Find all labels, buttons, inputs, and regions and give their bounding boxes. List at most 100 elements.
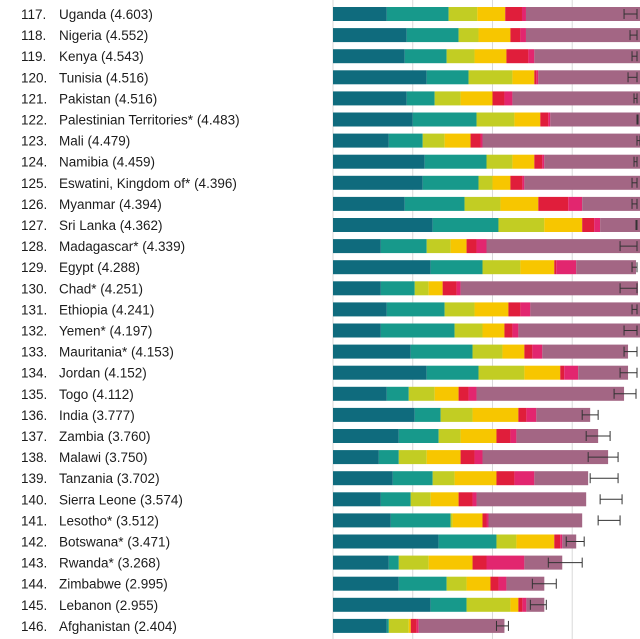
bar-segment-1 (380, 323, 455, 338)
bar-segment-3 (426, 450, 461, 465)
bar-segment-3 (434, 386, 459, 401)
bar-segment-5 (474, 450, 483, 465)
rank-label: 124. (21, 155, 47, 170)
error-bars (495, 9, 640, 631)
bar-segment-6 (482, 450, 609, 465)
bar-segment-1 (432, 218, 499, 232)
rank-label: 143. (21, 556, 47, 571)
country-label: Sri Lanka (4.362) (59, 218, 163, 233)
bar-segment-6 (544, 154, 640, 169)
country-label: Togo (4.112) (59, 387, 134, 402)
bar-segment-5 (520, 302, 531, 317)
bar-segment-4 (492, 91, 505, 106)
bar-segment-2 (426, 239, 451, 254)
country-label: Kenya (4.543) (59, 49, 144, 64)
bar-segment-4 (554, 260, 557, 275)
country-label: Mali (4.479) (59, 134, 130, 149)
rank-label: 123. (21, 134, 47, 149)
bar-segment-1 (426, 365, 479, 380)
bar-segment-5 (536, 70, 539, 85)
bar-segment-4 (410, 618, 417, 633)
bar-segment-4 (534, 70, 537, 85)
bar-segment-1 (386, 302, 445, 317)
bar-segment-2 (482, 260, 521, 275)
bar-segment-1 (438, 534, 497, 549)
bar-segment-6 (476, 386, 625, 401)
bar-segment-3 (482, 323, 505, 338)
bar-segment-2 (422, 133, 445, 148)
bar-segment-1 (412, 112, 477, 127)
rank-label: 136. (21, 408, 47, 423)
rank-label: 134. (21, 366, 47, 381)
bar-segment-0 (333, 513, 391, 528)
bar-segment-2 (450, 513, 453, 528)
bar-segment-5 (456, 281, 461, 296)
bar-segment-4 (490, 576, 499, 591)
country-label: Pakistan (4.516) (59, 91, 157, 106)
bar-segment-3 (477, 7, 506, 21)
bar-segment-4 (472, 555, 487, 570)
bar-segment-2 (398, 555, 429, 570)
country-label: Malawi (3.750) (59, 450, 148, 465)
bar-segment-5 (472, 492, 477, 507)
bar-segment-6 (476, 492, 587, 507)
bar-segment-3 (466, 576, 491, 591)
bar-segment-5 (486, 513, 489, 528)
bar-segment-2 (464, 196, 501, 211)
bar-segment-2 (446, 49, 475, 64)
country-label: Nigeria (4.552) (59, 28, 148, 43)
gridlines (332, 0, 573, 639)
bar-segment-4 (496, 471, 515, 486)
bar-segment-5 (520, 28, 526, 43)
bar-segment-2 (414, 281, 429, 296)
bar-segment-0 (333, 344, 411, 359)
country-label: Uganda (4.603) (59, 7, 153, 22)
bar-segment-6 (600, 218, 640, 232)
bar-segment-6 (538, 70, 640, 85)
rank-label: 137. (21, 429, 47, 444)
bar-segment-0 (333, 28, 407, 43)
bar-segment-3 (430, 492, 459, 507)
bar-segment-4 (518, 597, 523, 612)
bar-segment-3 (454, 471, 497, 486)
bar-segment-4 (560, 365, 565, 380)
bar-segment-4 (496, 429, 511, 443)
country-label: Zimbabwe (2.995) (59, 577, 168, 592)
bar-segment-6 (582, 196, 640, 211)
bar-segment-5 (512, 323, 519, 338)
bar-segment-6 (536, 407, 591, 422)
bar-segment-3 (428, 281, 443, 296)
bar-segment-2 (446, 576, 467, 591)
bar-segment-3 (474, 49, 507, 64)
bar-segment-1 (388, 555, 399, 570)
country-label: Namibia (4.459) (59, 155, 155, 170)
country-label: Jordan (4.152) (59, 366, 147, 381)
bar-segment-6 (578, 365, 629, 380)
bar-segment-5 (594, 218, 601, 232)
rank-label: 121. (21, 91, 47, 106)
bar-segment-4 (508, 302, 521, 317)
bar-segment-5 (526, 407, 537, 422)
bar-segment-2 (476, 112, 515, 127)
bar-segment-4 (470, 133, 481, 148)
bar-segment-5 (522, 597, 527, 612)
country-label: Ethiopia (4.241) (59, 302, 154, 317)
country-label: Tanzania (3.702) (59, 471, 160, 486)
bar-segment-2 (468, 70, 513, 85)
bar-segment-4 (458, 492, 473, 507)
rank-label: 129. (21, 260, 47, 275)
country-label: Lesotho* (3.512) (59, 513, 159, 528)
bar-segment-3 (512, 154, 535, 169)
bar-segment-3 (520, 260, 555, 275)
bar-segment-1 (404, 49, 447, 64)
rank-label: 119. (21, 49, 46, 64)
bar-segment-2 (454, 323, 483, 338)
bar-segment-2 (440, 407, 473, 422)
bar-segment-6 (516, 429, 599, 443)
rank-label: 117. (21, 7, 46, 22)
bar-segment-0 (333, 365, 427, 380)
bar-segment-2 (410, 492, 431, 507)
bar-segment-1 (406, 91, 435, 106)
bar-segment-4 (506, 49, 529, 64)
